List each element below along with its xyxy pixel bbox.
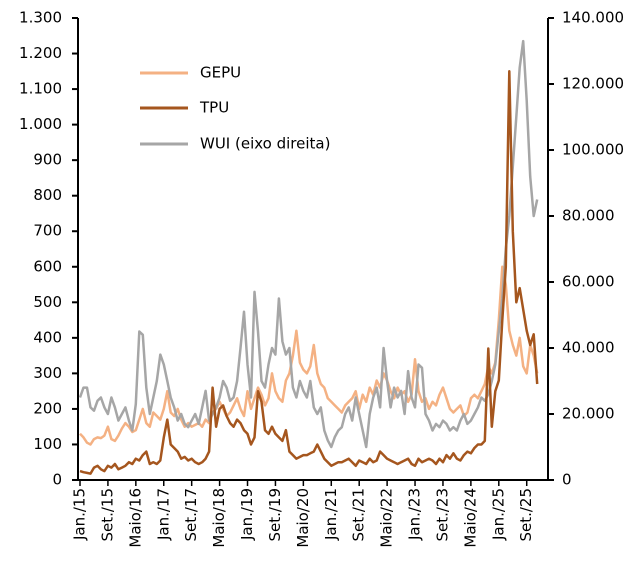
y2ticks-label: 140.000 [562, 9, 624, 27]
series-line [79, 70, 539, 475]
x-tick-label: Set./19 [266, 488, 284, 542]
x-tick-label: Maio/18 [210, 488, 228, 548]
x-tick-label: Jan./21 [322, 488, 340, 541]
x-tick-label: Set./17 [182, 488, 200, 542]
yticks-label: 100 [33, 435, 62, 453]
series-line [79, 265, 539, 446]
x-tick-label: Jan./19 [238, 488, 256, 541]
legend-label: TPU [199, 99, 229, 117]
yticks-label: 1.000 [19, 115, 62, 133]
y2ticks-label: 100.000 [562, 141, 624, 159]
x-tick-label: Jan./17 [154, 488, 172, 541]
x-tick-label: Maio/24 [461, 488, 479, 548]
yticks-label: 500 [33, 293, 62, 311]
yticks-label: 300 [33, 364, 62, 382]
yticks-label: 1.300 [19, 9, 62, 27]
x-tick-label: Maio/16 [126, 488, 144, 548]
yticks-label: 1.100 [19, 80, 62, 98]
x-tick-label: Set./21 [350, 488, 368, 542]
legend-label: GEPU [200, 64, 241, 82]
x-tick-label: Jan./23 [406, 488, 424, 541]
yticks-label: 900 [33, 151, 62, 169]
y2ticks-label: 60.000 [562, 273, 615, 291]
yticks-label: 700 [33, 222, 62, 240]
x-tick-label: Set./23 [433, 488, 451, 542]
legend: GEPU TPU WUI (eixo direita) [140, 64, 330, 153]
yticks-label: 800 [33, 186, 62, 204]
x-tick-label: Maio/22 [378, 488, 396, 548]
x-tick-label: Set./15 [98, 488, 116, 542]
y2ticks-label: 120.000 [562, 75, 624, 93]
y2ticks-label: 0 [562, 471, 572, 489]
y2ticks-label: 80.000 [562, 207, 615, 225]
x-tick-label: Set./25 [517, 488, 535, 542]
legend-label: WUI (eixo direita) [200, 135, 330, 153]
x-tick-label: Jan./15 [71, 488, 89, 541]
y2ticks-label: 40.000 [562, 339, 615, 357]
yticks-label: 600 [33, 257, 62, 275]
x-tick-label: Maio/20 [294, 488, 312, 548]
yticks-label: 0 [52, 471, 62, 489]
y2ticks-label: 20.000 [562, 405, 615, 423]
x-tick-label: Jan./25 [489, 488, 507, 541]
yticks-label: 200 [33, 399, 62, 417]
yticks-label: 400 [33, 328, 62, 346]
series-line [78, 39, 539, 449]
yticks-label: 1.200 [19, 44, 62, 62]
